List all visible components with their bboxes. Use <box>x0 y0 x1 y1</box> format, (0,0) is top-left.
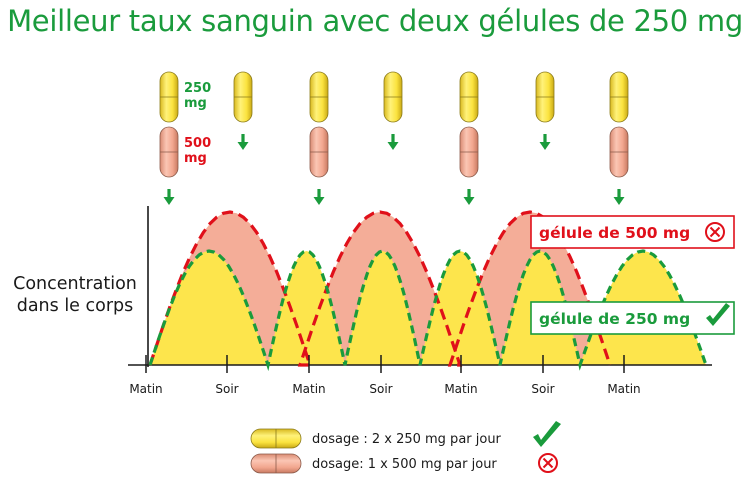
curve-500mg <box>148 210 612 367</box>
capsule-yellow-icon <box>250 428 302 449</box>
dose-label-500: 500 <box>184 136 211 151</box>
dose-unit-250: mg <box>184 96 207 111</box>
cross-circle-icon <box>705 222 725 242</box>
down-arrow-icon <box>237 134 249 150</box>
callout-500mg: gélule de 500 mg <box>530 215 735 249</box>
curve-250mg <box>148 249 708 372</box>
down-arrow-icon <box>163 189 175 205</box>
check-icon <box>706 303 730 326</box>
down-arrow-icon <box>539 134 551 150</box>
legend-label-500: dosage: 1 x 500 mg par jour <box>312 457 497 472</box>
capsule-250mg <box>383 71 403 123</box>
down-arrow-icon <box>613 189 625 205</box>
capsule-500mg <box>609 126 629 178</box>
capsule-250mg <box>159 71 179 123</box>
x-tick-label: Matin <box>607 382 640 396</box>
capsule-row <box>159 71 629 205</box>
legend-label-250: dosage : 2 x 250 mg par jour <box>312 432 502 447</box>
down-arrow-icon <box>313 189 325 205</box>
down-arrow-icon <box>463 189 475 205</box>
capsule-250mg <box>233 71 253 123</box>
x-axis-ticks: Matin Soir Matin Soir Matin Soir Matin <box>129 355 641 396</box>
capsule-250mg <box>609 71 629 123</box>
x-tick-label: Soir <box>531 382 554 396</box>
y-axis-label-line2: dans le corps <box>16 296 134 316</box>
capsule-250mg <box>309 71 329 123</box>
x-tick-label: Matin <box>129 382 162 396</box>
x-tick-label: Matin <box>292 382 325 396</box>
y-axis-label-line1: Concentration <box>13 274 137 294</box>
y-axis-label: Concentration dans le corps <box>0 273 150 317</box>
dose-unit-500: mg <box>184 151 207 166</box>
check-icon <box>533 421 561 447</box>
capsule-500mg <box>159 126 179 178</box>
capsule-250mg <box>459 71 479 123</box>
x-tick-label: Soir <box>215 382 238 396</box>
cross-circle-icon <box>538 453 558 473</box>
x-tick-label: Soir <box>369 382 392 396</box>
capsule-250mg <box>535 71 555 123</box>
callout-250mg-text: gélule de 250 mg <box>539 310 690 328</box>
legend-item-250: dosage : 2 x 250 mg par jour <box>250 421 561 449</box>
capsule-salmon-icon <box>250 453 302 474</box>
dose-label-250: 250 <box>184 81 211 96</box>
legend-item-500: dosage: 1 x 500 mg par jour <box>250 453 558 474</box>
callout-500mg-text: gélule de 500 mg <box>539 224 690 242</box>
legend: dosage : 2 x 250 mg par jour dosage: 1 x… <box>250 421 561 474</box>
down-arrow-icon <box>387 134 399 150</box>
capsule-500mg <box>309 126 329 178</box>
x-tick-label: Matin <box>444 382 477 396</box>
callout-250mg: gélule de 250 mg <box>530 301 735 335</box>
page-title: Meilleur taux sanguin avec deux gélules … <box>7 4 743 38</box>
capsule-500mg <box>459 126 479 178</box>
